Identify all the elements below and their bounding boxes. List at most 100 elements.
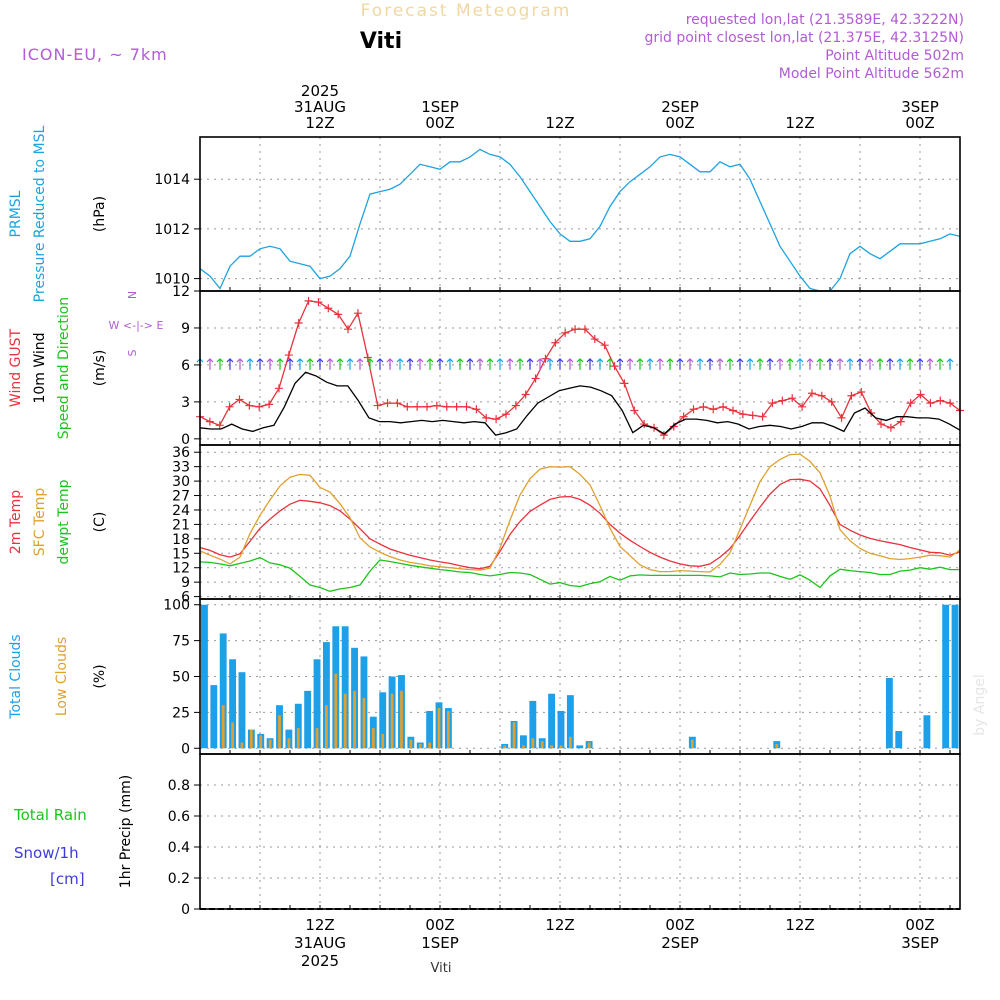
series-2m-temp [199, 478, 961, 570]
gust-point [344, 325, 353, 334]
wind-arrow [606, 358, 614, 370]
y-tick-label: 36 [172, 445, 190, 461]
wind-arrow [626, 358, 634, 370]
gust-point [926, 399, 935, 408]
low-cloud-bar [550, 745, 553, 749]
bottom-time-label: 00Z [425, 916, 454, 934]
gust-point [788, 394, 797, 403]
y-tick-label: 18 [172, 532, 190, 548]
unit-label: (hPa) [92, 196, 108, 232]
total-cloud-bar [201, 604, 208, 749]
low-cloud-bar [447, 710, 450, 749]
wind-arrow [266, 358, 274, 370]
gust-point [906, 399, 915, 408]
y-tick-label: 3 [181, 395, 190, 411]
wind-arrow [416, 358, 424, 370]
ylabel-line: Pressure Reduced to MSL [32, 125, 48, 302]
gust-point [442, 402, 451, 411]
series-10m-wind [199, 371, 961, 436]
wind-arrow [926, 358, 934, 370]
gust-point [709, 405, 718, 414]
total-cloud-bar [529, 700, 537, 749]
gust-point [571, 325, 580, 334]
gust-point [640, 420, 649, 429]
wind-arrow [866, 358, 874, 370]
gust-point [669, 422, 678, 431]
gust-point [659, 431, 668, 440]
gust-point [492, 415, 501, 424]
low-cloud-bar [512, 722, 516, 749]
gust-point [393, 399, 402, 408]
wind-arrow [806, 358, 814, 370]
precip-legend-entry: Total Rain [13, 806, 87, 824]
wind-arrow [876, 358, 884, 370]
gust-point [551, 338, 560, 347]
total-cloud-bar [379, 692, 387, 749]
panel-pressure: 1010 1012 1014 (hPa) PRMSL Pressure Reduced t… [8, 125, 961, 302]
gust-point [423, 402, 432, 411]
gust-point [353, 309, 362, 318]
low-cloud-bar [503, 745, 507, 749]
gust-point [531, 374, 540, 383]
wind-arrow [656, 358, 664, 370]
gust-point [748, 411, 757, 420]
gust-point [462, 402, 471, 411]
gust-point [511, 401, 520, 410]
panel-frame [199, 444, 961, 600]
requested-coords: requested lon,lat (21.3589E, 42.3222N) [686, 12, 964, 28]
y-tick-label: 12 [172, 284, 190, 300]
wind-arrow [356, 358, 364, 370]
gust-point [719, 402, 728, 411]
gust-point [334, 310, 343, 319]
wind-arrow [936, 358, 944, 370]
gust-point [363, 353, 372, 362]
low-cloud-bar [325, 705, 328, 749]
low-cloud-bar [437, 708, 441, 749]
gust-point [728, 406, 737, 415]
gust-point [265, 400, 274, 409]
bottom-time-label: 2SEP [661, 934, 699, 952]
gust-point [768, 399, 777, 408]
gust-point [304, 296, 313, 305]
wind-arrow [666, 358, 674, 370]
low-cloud-bar [343, 693, 347, 749]
bottom-time-label: 12Z [545, 916, 574, 934]
ylabel-line: Speed and Direction [56, 297, 72, 439]
y-tick-label: 24 [172, 503, 190, 519]
bottom-time-label: 3SEP [901, 934, 939, 952]
y-tick-label: 100 [163, 598, 190, 614]
y-tick-label: 12 [172, 561, 190, 577]
panel-frame [199, 753, 961, 910]
y-tick-label: 25 [172, 705, 190, 721]
wind-arrow [836, 358, 844, 370]
low-cloud-bar [362, 698, 366, 749]
panel-precip: 0 0.2 0.4 0.6 0.8 1hr Precip (mm) Total Rain Sn… [13, 753, 961, 918]
precip-legend-entry: Snow/1h [14, 844, 79, 862]
total-cloud-bar [322, 642, 330, 749]
y-tick-label: 75 [172, 634, 190, 650]
total-cloud-bar [942, 604, 950, 749]
model-altitude: Model Point Altitude 562m [779, 66, 964, 82]
gust-point [274, 384, 283, 393]
gust-point [541, 354, 550, 363]
low-cloud-bar [418, 743, 422, 749]
low-cloud-bar [690, 739, 694, 749]
wind-arrow [766, 358, 774, 370]
wind-arrow [426, 358, 434, 370]
panel-frame [199, 136, 961, 292]
gust-point [413, 402, 422, 411]
total-cloud-bar [557, 710, 565, 749]
gust-point [689, 405, 698, 414]
gust-point [946, 399, 955, 408]
top-time-label: 3SEP [901, 98, 939, 116]
low-cloud-bar [259, 735, 263, 749]
wind-arrow [286, 358, 294, 370]
wind-arrow [826, 358, 834, 370]
wind-arrow [816, 358, 824, 370]
gust-point [738, 410, 747, 419]
gust-point [827, 397, 836, 406]
low-cloud-bar [249, 729, 253, 749]
wind-arrow [686, 358, 694, 370]
compass-n: N [126, 291, 139, 299]
wind-arrow [516, 358, 524, 370]
